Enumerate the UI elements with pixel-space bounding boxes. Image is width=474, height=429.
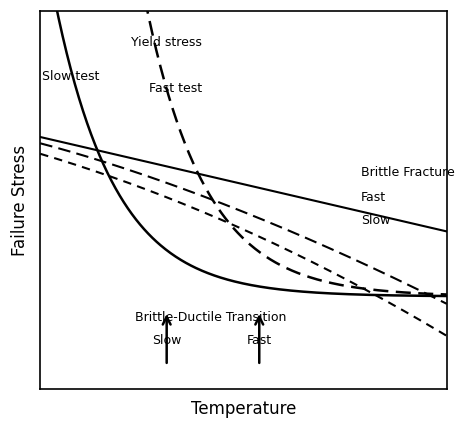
Text: Brittle Fracture: Brittle Fracture — [361, 166, 455, 179]
Text: Fast test: Fast test — [149, 82, 202, 95]
Y-axis label: Failure Stress: Failure Stress — [11, 145, 29, 256]
Text: Slow: Slow — [152, 334, 182, 347]
Text: Slow test: Slow test — [43, 70, 100, 83]
Text: Yield stress: Yield stress — [130, 36, 201, 49]
Text: Fast: Fast — [361, 191, 386, 204]
Text: Fast: Fast — [246, 334, 272, 347]
Text: Brittle-Ductile Transition: Brittle-Ductile Transition — [135, 311, 286, 324]
Text: Slow: Slow — [361, 214, 390, 227]
X-axis label: Temperature: Temperature — [191, 400, 296, 418]
